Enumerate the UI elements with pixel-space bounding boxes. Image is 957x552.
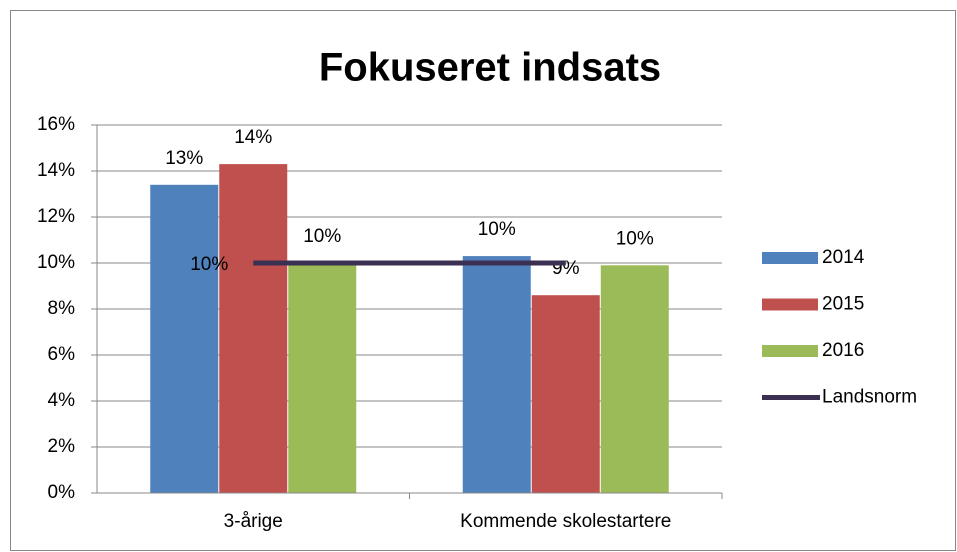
bar xyxy=(462,256,531,493)
x-tick-label: 3-årige xyxy=(224,511,283,532)
bar xyxy=(150,184,219,494)
legend-label: 2015 xyxy=(822,294,864,315)
legend-label: 2016 xyxy=(822,340,864,361)
data-label: 10% xyxy=(303,226,341,247)
legend-label: 2014 xyxy=(822,247,865,268)
bar xyxy=(531,295,600,493)
bar xyxy=(288,263,357,493)
data-label: 10% xyxy=(616,228,654,249)
chart-title: Fokuseret indsats xyxy=(319,46,661,90)
data-label: 10% xyxy=(190,254,228,275)
legend-swatch xyxy=(762,298,818,311)
data-label: 10% xyxy=(478,219,516,240)
bar xyxy=(600,265,669,493)
legend-label: Landsnorm xyxy=(822,387,917,408)
y-tick-label: 8% xyxy=(48,298,76,319)
y-tick-label: 12% xyxy=(37,206,75,227)
data-label: 14% xyxy=(234,127,272,148)
y-tick-label: 16% xyxy=(37,114,75,135)
data-label: 13% xyxy=(165,148,203,169)
legend-swatch xyxy=(762,345,818,357)
y-tick-label: 2% xyxy=(48,436,76,457)
legend-swatch xyxy=(762,252,818,264)
x-tick-label: Kommende skolestartere xyxy=(460,511,671,532)
y-tick-label: 4% xyxy=(48,390,76,411)
y-tick-label: 10% xyxy=(37,252,75,273)
bar xyxy=(219,164,288,493)
y-tick-label: 6% xyxy=(48,344,76,365)
y-tick-label: 0% xyxy=(48,482,76,503)
y-tick-label: 14% xyxy=(37,160,75,181)
